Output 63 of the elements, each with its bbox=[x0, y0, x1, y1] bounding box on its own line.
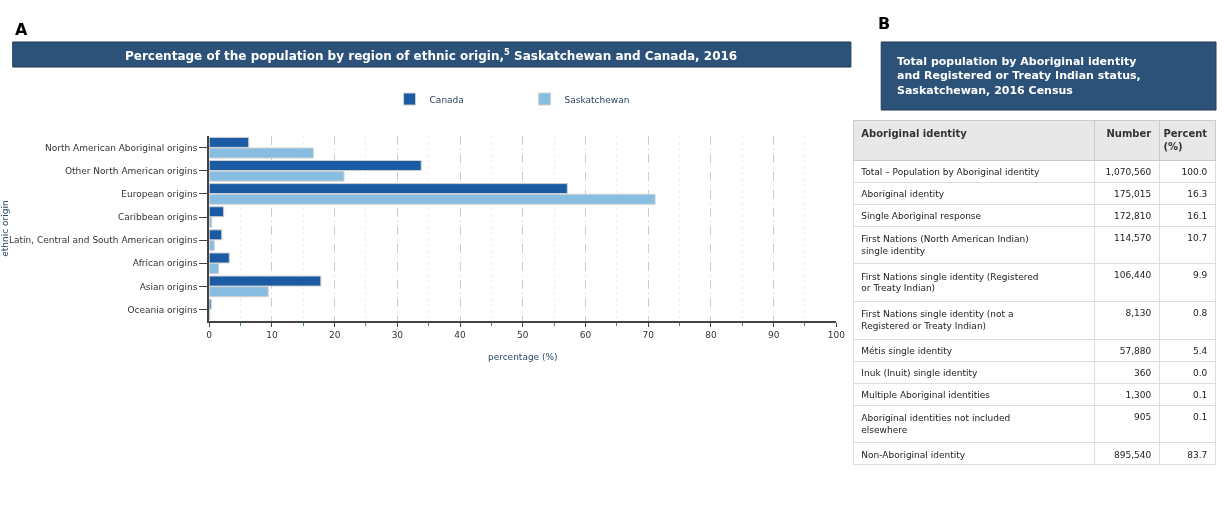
text: 1,300 bbox=[1125, 389, 1152, 400]
x-tick-label: 90 bbox=[767, 329, 780, 340]
text: Total – Population by Aboriginal identity bbox=[860, 166, 1040, 177]
x-tick-label: 60 bbox=[579, 329, 592, 340]
text: 895,540 bbox=[1114, 449, 1152, 460]
text: 905 bbox=[1134, 411, 1152, 422]
text: 0.1 bbox=[1192, 411, 1208, 422]
x-tick-label: 10 bbox=[266, 329, 278, 340]
text: 9.9 bbox=[1192, 270, 1208, 281]
text: Aboriginal identity bbox=[861, 188, 945, 199]
text: Number bbox=[1106, 128, 1152, 139]
y-tick-label: Asian origins bbox=[139, 281, 198, 292]
x-tick-label: 30 bbox=[391, 329, 404, 340]
text: First Nations single identity (Registered or Treaty Indian) bbox=[861, 271, 1039, 294]
x-tick-label: 70 bbox=[642, 329, 655, 340]
y-axis-title: ethnic origin bbox=[0, 200, 10, 257]
text: B bbox=[878, 14, 891, 33]
text: 172,810 bbox=[1114, 210, 1152, 221]
text: 175,015 bbox=[1114, 188, 1152, 199]
text: Single Aboriginal response bbox=[861, 210, 982, 221]
text: A bbox=[15, 20, 28, 39]
legend-label: Saskatchewan bbox=[564, 94, 630, 105]
y-tick-label: Oceania origins bbox=[127, 304, 198, 315]
text: Multiple Aboriginal identities bbox=[861, 389, 991, 400]
x-axis-title: percentage (%) bbox=[487, 352, 558, 363]
x-tick-label: 20 bbox=[328, 329, 341, 340]
y-tick-label: Caribbean origins bbox=[118, 212, 198, 223]
text: 5.4 bbox=[1192, 345, 1208, 356]
text: First Nations single identity (not a Registered or Treaty Indian) bbox=[861, 309, 1014, 332]
text: 114,570 bbox=[1114, 232, 1152, 243]
x-tick-label: 0 bbox=[206, 329, 213, 340]
text: 10.7 bbox=[1187, 232, 1208, 243]
text: Non-Aboriginal identity bbox=[861, 449, 966, 460]
y-tick-label: Latin, Central and South American origins bbox=[8, 235, 198, 246]
text: Percent (%) bbox=[1163, 128, 1208, 152]
text: Aboriginal identity bbox=[861, 128, 968, 139]
x-tick-label: 40 bbox=[454, 329, 467, 340]
text: 16.3 bbox=[1187, 188, 1208, 199]
y-tick-label: Other North American origins bbox=[64, 165, 198, 176]
y-tick-label: African origins bbox=[132, 258, 198, 269]
x-tick-label: 50 bbox=[517, 329, 529, 340]
text: First Nations (North American Indian) single identity bbox=[861, 234, 1029, 256]
text: 106,440 bbox=[1114, 270, 1152, 281]
text: 0.0 bbox=[1192, 367, 1208, 378]
text: Aboriginal identities not included elsewhere bbox=[861, 413, 1011, 435]
text: 0.1 bbox=[1192, 389, 1208, 400]
text: 16.1 bbox=[1187, 210, 1208, 221]
text: 8,130 bbox=[1125, 308, 1152, 319]
text: 100.0 bbox=[1181, 166, 1208, 177]
x-tick-label: 100 bbox=[827, 329, 846, 340]
text: 1,070,560 bbox=[1105, 166, 1152, 177]
text: 360 bbox=[1134, 367, 1152, 378]
y-tick-label: North American Aboriginal origins bbox=[44, 142, 198, 153]
text: Inuk (Inuit) single identity bbox=[861, 367, 978, 378]
text: 0.8 bbox=[1192, 308, 1208, 319]
text: Total population by Aboriginal identity and Registered or Treaty Indian status, Saskatchewan, 2016 Census bbox=[897, 55, 1141, 97]
text: 83.7 bbox=[1187, 449, 1208, 460]
chart-title: Percentage of the population by region of ethnic origin,$^{5}$ Saskatchewan and Canada, 2016 bbox=[125, 47, 738, 64]
y-tick-label: European origins bbox=[121, 189, 198, 200]
text: 57,880 bbox=[1119, 345, 1152, 356]
x-tick-label: 80 bbox=[705, 329, 717, 340]
legend-label: Canada bbox=[429, 94, 464, 105]
text: Métis single identity bbox=[861, 345, 953, 356]
